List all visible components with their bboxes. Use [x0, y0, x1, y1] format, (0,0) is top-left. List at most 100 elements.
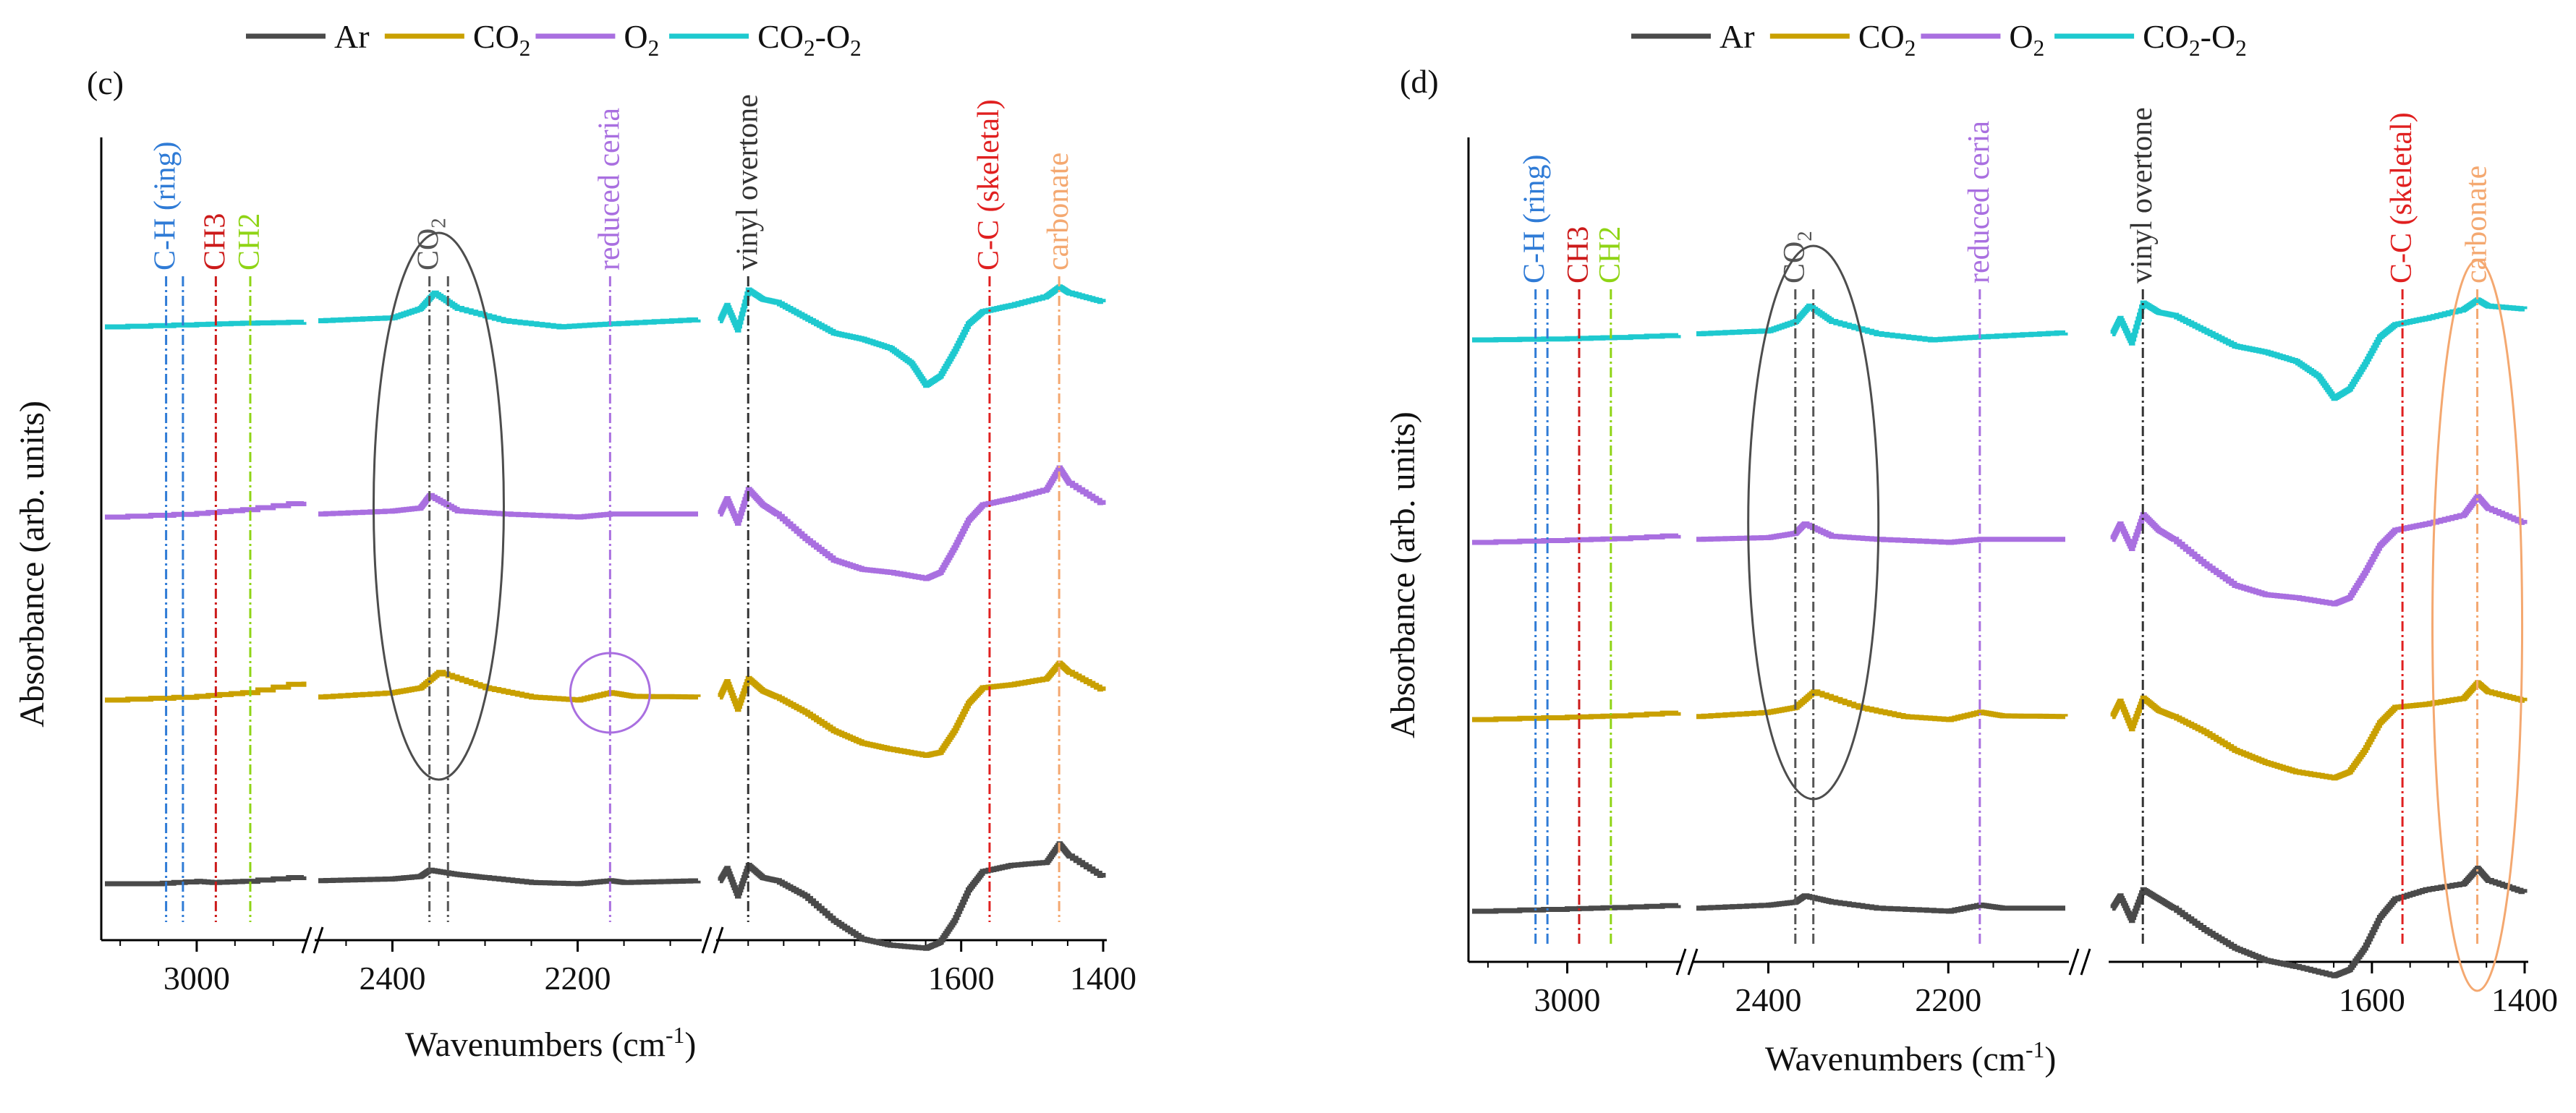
x-axis: 3000 2400 2200 1600 1400: [100, 137, 1136, 997]
panel-label: (c): [87, 64, 124, 101]
series-line-co2: [105, 681, 307, 703]
x-tick-label: 1600: [928, 960, 995, 997]
series-line-o2: [1696, 521, 2065, 545]
marker-carbonate: carbonate: [2460, 166, 2494, 944]
legend-item-co2o2: CO2-O2: [2054, 18, 2247, 61]
legend-item-co2: CO2: [384, 18, 530, 61]
x-tick-label: 3000: [1534, 981, 1601, 1018]
series-line-o2: [105, 501, 307, 520]
marker-ch3: CH3: [198, 213, 231, 922]
legend-item-o2: O2: [535, 18, 659, 61]
marker-label: reduced ceria: [592, 108, 626, 270]
series-line-co2: [2110, 680, 2528, 781]
marker-c-c-skeletal-: C-C (skeletal): [2385, 112, 2418, 944]
marker-c-c-skeletal-: C-C (skeletal): [972, 99, 1006, 922]
legend-label: CO2-O2: [757, 18, 862, 61]
marker-label: CH2: [233, 213, 266, 270]
legend-label: O2: [624, 18, 659, 61]
marker-label: carbonate: [1042, 153, 1075, 270]
marker-label: C-H (ring): [149, 142, 182, 270]
marker-co: CO2: [412, 218, 451, 922]
marker-label: C-H (ring): [1518, 155, 1552, 283]
marker-label: C-C (skeletal): [2385, 112, 2418, 283]
series-line-co2-o2: [105, 320, 307, 330]
x-axis: 3000 2400 2200 1600 1400: [1467, 137, 2558, 1018]
x-tick-label: 1400: [1070, 960, 1136, 997]
series-line-co2-o2: [2110, 297, 2528, 401]
series-line-ar: [105, 875, 307, 887]
x-tick-label: 2400: [359, 960, 425, 997]
marker-ch2: CH2: [1594, 226, 1627, 944]
x-tick-label: 1600: [2339, 981, 2405, 1018]
legend-item-co2o2: CO2-O2: [669, 18, 862, 61]
series-co2-o2: [105, 284, 1106, 388]
legend: Ar CO2 O2 CO2-O2: [246, 18, 862, 61]
series-line-co2: [1472, 710, 1681, 722]
series-line-ar: [2110, 866, 2528, 978]
x-tick-label: 2200: [1915, 981, 1981, 1018]
annotation-ellipse-co2: [372, 231, 505, 781]
series-line-co2-o2: [318, 290, 701, 330]
annotation-ellipse-co2: [1747, 244, 1880, 801]
x-axis-label: Wavenumbers (cm-1): [405, 1023, 696, 1064]
marker-c-h-ring-: C-H (ring): [1518, 155, 1552, 944]
series-line-co2: [1696, 689, 2068, 722]
annotation-ellipse-carbonate: [2431, 259, 2524, 992]
legend-item-ar: Ar: [1631, 18, 1755, 55]
panel-label: (d): [1400, 63, 1439, 100]
marker-label: reduced ceria: [1963, 121, 1996, 283]
legend-label: Ar: [1720, 18, 1755, 55]
series-line-co2-o2: [1472, 333, 1681, 343]
series-line-ar: [318, 867, 701, 887]
series-o2: [105, 465, 1106, 581]
marker-co: CO2: [1778, 231, 1816, 944]
legend-label: O2: [2009, 18, 2044, 61]
marker-vinyl-overtone: vinyl overtone: [731, 94, 764, 922]
y-axis-label: Absorbance (arb. units): [13, 401, 51, 728]
series-line-ar: [718, 841, 1106, 951]
chart-panel-d: Ar CO2 O2 CO2-O2 (d) 3000 2400 2200 1600 1400 Wave…: [1384, 18, 2558, 1078]
marker-label: carbonate: [2460, 166, 2494, 283]
x-tick-label: 3000: [163, 960, 230, 997]
marker-label: CH3: [198, 213, 231, 270]
series-line-o2: [1472, 533, 1681, 545]
marker-label: vinyl overtone: [2125, 107, 2159, 283]
legend: Ar CO2 O2 CO2-O2: [1631, 18, 2247, 61]
marker-carbonate: carbonate: [1042, 153, 1075, 922]
series-line-o2: [718, 465, 1106, 581]
marker-ch3: CH3: [1562, 226, 1595, 944]
marker-reduced-ceria: reduced ceria: [1963, 121, 1996, 944]
chart-panel-c: Ar CO2 O2 CO2-O2 (c) 3000 2400 2200 1600 1400 Wave…: [13, 18, 1136, 1064]
series-line-o2: [2110, 493, 2528, 607]
axis-break-mark: [313, 926, 324, 954]
axis-break-mark: [713, 926, 724, 954]
series-ar: [105, 841, 1106, 951]
marker-label: C-C (skeletal): [972, 99, 1006, 270]
legend-item-o2: O2: [1921, 18, 2044, 61]
marker-c-h-ring-: C-H (ring): [149, 142, 184, 922]
y-axis-label: Absorbance (arb. units): [1384, 411, 1422, 738]
legend-item-co2: CO2: [1769, 18, 1916, 61]
marker-label: CO2: [412, 218, 451, 270]
series-co2-o2: [1472, 297, 2528, 401]
series-co2: [1472, 680, 2528, 781]
axis-break-mark: [2068, 948, 2080, 976]
marker-label: vinyl overtone: [731, 94, 764, 270]
annotation-circle-reduced-ceria: [569, 652, 651, 734]
axis-break-mark: [701, 926, 713, 954]
series-o2: [1472, 493, 2528, 607]
axis-break-mark: [1687, 948, 1699, 976]
legend-item-ar: Ar: [246, 18, 370, 55]
series-line-co2-o2: [1696, 303, 2068, 343]
marker-label: CH2: [1594, 226, 1627, 283]
marker-vinyl-overtone: vinyl overtone: [2125, 107, 2159, 944]
marker-reduced-ceria: reduced ceria: [592, 108, 626, 922]
legend-label: CO2: [1858, 18, 1916, 61]
series-line-o2: [318, 492, 698, 520]
axis-break-mark: [2080, 948, 2091, 976]
series-line-ar: [1696, 893, 2065, 914]
legend-label: CO2-O2: [2143, 18, 2247, 61]
series-ar: [1472, 866, 2528, 978]
x-tick-label: 2200: [545, 960, 611, 997]
